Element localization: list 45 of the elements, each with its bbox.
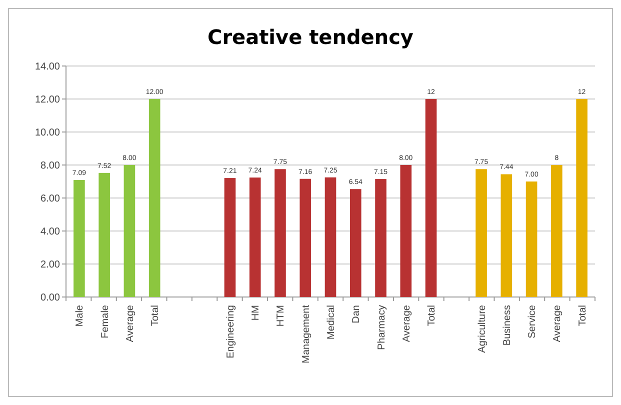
x-tick-label: Total	[150, 305, 162, 326]
x-tick-label: Service	[527, 304, 538, 338]
bar	[375, 179, 386, 297]
x-tick-label: HM	[250, 305, 262, 321]
x-tick-label: Average	[552, 304, 564, 342]
x-tick-label: HTM	[276, 305, 287, 327]
x-tick-label: Average	[401, 304, 412, 342]
x-tick-label: Business	[502, 305, 513, 346]
x-tick-label: Dan	[351, 305, 362, 324]
bar	[500, 174, 512, 297]
bar	[400, 165, 412, 297]
y-tick-label: 10.00	[34, 128, 60, 138]
bar	[148, 99, 160, 297]
bar	[324, 177, 336, 297]
x-tick-label: Agriculture	[476, 304, 488, 353]
x-tick-label: Medical	[326, 305, 337, 340]
bar	[526, 182, 538, 297]
bar	[425, 99, 437, 297]
x-tick-label: Total	[426, 305, 438, 326]
y-tick-label: 6.00	[40, 194, 60, 204]
x-tick-label: Male	[74, 304, 86, 327]
y-tick-label: 2.00	[40, 260, 60, 270]
bar	[551, 165, 562, 297]
y-tick-label: 0.00	[40, 292, 60, 304]
bar	[576, 99, 588, 297]
bar	[249, 178, 261, 297]
y-tick-label: 12.00	[34, 94, 60, 106]
y-tick-label: 14.00	[34, 62, 60, 72]
chart-title: Creative tendency	[208, 25, 414, 49]
bar	[476, 169, 487, 297]
x-tick-label: Pharmacy	[376, 305, 388, 350]
bar	[124, 165, 136, 297]
x-tick-label: Female	[100, 304, 111, 338]
x-tick-label: Engineering	[225, 305, 236, 358]
x-tick-label: Average	[124, 304, 136, 342]
x-tick-label: Total	[577, 305, 588, 326]
y-tick-label: 4.00	[40, 226, 60, 238]
bar	[300, 178, 312, 297]
y-tick-label: 8.00	[40, 160, 60, 172]
bar	[224, 178, 236, 297]
bar	[74, 180, 85, 297]
bar	[274, 169, 286, 297]
bar	[98, 172, 110, 297]
bar	[350, 189, 362, 297]
x-tick-label: Management	[300, 304, 312, 364]
